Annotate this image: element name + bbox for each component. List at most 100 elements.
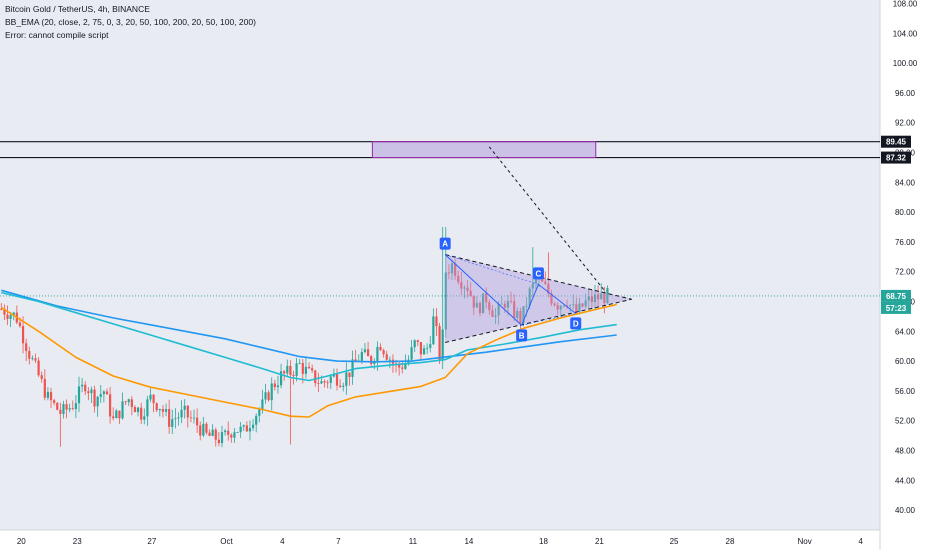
bull-candle xyxy=(202,416,205,438)
bull-candle xyxy=(251,419,255,431)
bull-candle xyxy=(248,420,252,441)
last-price-tag-bg xyxy=(881,289,911,302)
bear-candle xyxy=(335,368,339,391)
bear-candle xyxy=(457,270,460,285)
error-message: Error: cannot compile script xyxy=(5,30,109,40)
bear-candle xyxy=(472,295,475,316)
bull-candle xyxy=(363,343,367,354)
bear-candle xyxy=(348,372,351,386)
bull-candle xyxy=(270,377,273,411)
bear-candle xyxy=(196,408,199,433)
countdown-tag-bg xyxy=(881,301,911,314)
bear-candle xyxy=(416,339,419,347)
bull-candle xyxy=(143,408,146,425)
bull-candle xyxy=(177,412,180,426)
bear-candle xyxy=(326,379,329,389)
bear-candle xyxy=(168,399,171,434)
x-tick-label: Oct xyxy=(220,537,233,546)
bear-candle xyxy=(59,402,62,447)
bear-candle xyxy=(317,372,320,392)
bear-candle xyxy=(49,387,53,409)
bear-candle xyxy=(161,405,165,418)
bear-candle xyxy=(245,421,248,432)
bear-candle xyxy=(25,338,28,361)
bull-candle xyxy=(258,407,261,423)
bull-candle xyxy=(286,359,289,377)
countdown-tag: 57:23 xyxy=(886,304,907,313)
x-tick-label: 28 xyxy=(726,537,735,546)
bull-candle xyxy=(572,294,575,310)
y-tick-label: 48.00 xyxy=(895,447,916,456)
bull-candle xyxy=(432,308,435,346)
bull-candle xyxy=(96,395,99,417)
bull-candle xyxy=(497,300,500,325)
bear-candle xyxy=(590,289,593,308)
bull-candle xyxy=(463,285,466,299)
bear-candle xyxy=(186,404,189,428)
bull-candle xyxy=(279,363,283,389)
bull-candle xyxy=(600,283,603,300)
bull-candle xyxy=(158,408,161,417)
bull-candle xyxy=(516,307,519,323)
bull-candle xyxy=(127,398,130,406)
bull-candle xyxy=(31,355,34,361)
bull-candle xyxy=(587,288,590,310)
y-tick-label: 56.00 xyxy=(895,387,916,396)
bull-candle xyxy=(522,306,525,327)
bear-candle xyxy=(37,357,40,377)
target-zone-box xyxy=(371,141,597,159)
bull-candle xyxy=(404,354,407,370)
bear-candle xyxy=(488,299,491,316)
bear-candle xyxy=(87,387,90,401)
bull-candle xyxy=(239,421,242,438)
bull-candle xyxy=(171,409,174,434)
bear-candle xyxy=(509,291,513,304)
bull-candle xyxy=(264,383,267,404)
ema-teal-line xyxy=(1,291,617,382)
bear-candle xyxy=(65,399,68,419)
bear-candle xyxy=(435,308,438,336)
bear-candle xyxy=(311,364,314,374)
bear-candle xyxy=(152,393,155,413)
y-tick-label: 84.00 xyxy=(895,178,916,187)
bull-candle xyxy=(531,247,534,298)
bull-candle xyxy=(121,392,124,420)
bull-candle xyxy=(90,386,93,404)
upper-level-tag-bg xyxy=(881,135,911,148)
bear-candle xyxy=(354,349,357,362)
y-tick-label: 80.00 xyxy=(895,208,916,217)
bull-candle xyxy=(475,296,478,308)
bear-candle xyxy=(550,289,553,307)
bull-candle xyxy=(422,344,426,355)
pattern-point-b-badge xyxy=(516,329,528,342)
bull-candle xyxy=(276,375,280,394)
x-tick-label: Nov xyxy=(797,537,811,546)
lower-level-tag: 87.32 xyxy=(886,154,907,163)
bear-candle xyxy=(84,381,87,395)
bull-candle xyxy=(180,400,183,424)
bear-candle xyxy=(544,271,547,285)
time-axis-panel xyxy=(0,530,880,550)
bull-candle xyxy=(593,284,597,310)
bear-candle xyxy=(460,271,463,296)
bull-candle xyxy=(211,424,214,437)
bull-candle xyxy=(351,350,354,385)
bear-candle xyxy=(454,258,457,280)
bear-candle xyxy=(547,252,550,298)
y-tick-label: 44.00 xyxy=(895,476,916,485)
bull-candle xyxy=(410,339,413,362)
bear-candle xyxy=(189,410,193,423)
bear-candle xyxy=(124,400,127,406)
symbol-title: Bitcoin Gold / TetherUS, 4h, BINANCE xyxy=(5,4,150,14)
bear-candle xyxy=(323,379,326,388)
bear-candle xyxy=(485,287,488,309)
bear-candle xyxy=(513,294,516,322)
triangle-lower-line xyxy=(445,298,632,343)
bull-candle xyxy=(295,357,298,382)
bear-candle xyxy=(43,369,46,401)
bull-candle xyxy=(606,285,609,304)
bear-candle xyxy=(205,422,208,435)
bear-candle xyxy=(208,429,211,437)
